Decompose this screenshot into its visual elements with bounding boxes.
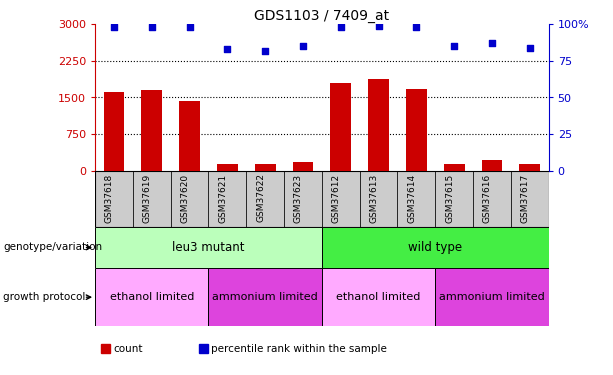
Bar <box>104 92 124 171</box>
Text: ammonium limited: ammonium limited <box>439 292 545 302</box>
Text: ethanol limited: ethanol limited <box>337 292 421 302</box>
Bar <box>284 171 322 227</box>
Text: ethanol limited: ethanol limited <box>110 292 194 302</box>
Bar <box>208 171 246 227</box>
Text: GSM37620: GSM37620 <box>180 173 189 222</box>
Bar <box>133 171 170 227</box>
Point <box>525 45 535 51</box>
Text: GSM37615: GSM37615 <box>445 173 454 223</box>
Text: leu3 mutant: leu3 mutant <box>172 241 245 254</box>
Bar <box>179 101 200 171</box>
Text: growth protocol: growth protocol <box>3 292 85 302</box>
Point <box>147 24 156 30</box>
Bar <box>397 171 435 227</box>
Bar <box>444 164 465 171</box>
Bar <box>360 171 397 227</box>
Bar <box>435 268 549 326</box>
Bar <box>482 160 502 171</box>
Bar <box>292 162 313 171</box>
Text: GSM37612: GSM37612 <box>332 173 341 222</box>
Point <box>260 48 270 54</box>
Bar <box>473 171 511 227</box>
Point <box>185 24 194 30</box>
Bar <box>208 268 322 326</box>
Text: GSM37619: GSM37619 <box>143 173 151 223</box>
Bar <box>511 171 549 227</box>
Point <box>373 23 384 29</box>
Title: GDS1103 / 7409_at: GDS1103 / 7409_at <box>254 9 389 23</box>
Bar <box>255 164 275 171</box>
Bar <box>330 83 351 171</box>
Text: GSM37617: GSM37617 <box>520 173 530 223</box>
Point <box>223 46 232 52</box>
Bar <box>142 90 162 171</box>
Text: ammonium limited: ammonium limited <box>212 292 318 302</box>
Text: GSM37623: GSM37623 <box>294 173 303 222</box>
Text: GSM37618: GSM37618 <box>105 173 114 223</box>
Text: GSM37622: GSM37622 <box>256 173 265 222</box>
Point <box>487 40 497 46</box>
Text: count: count <box>113 344 143 354</box>
Bar <box>368 79 389 171</box>
Point <box>336 24 346 30</box>
Text: GSM37614: GSM37614 <box>407 173 416 222</box>
Bar <box>435 171 473 227</box>
Text: wild type: wild type <box>408 241 462 254</box>
Bar <box>95 227 322 268</box>
Bar <box>95 171 133 227</box>
Point <box>411 24 421 30</box>
Bar <box>246 171 284 227</box>
Bar <box>406 89 427 171</box>
Point <box>298 44 308 50</box>
Text: GSM37616: GSM37616 <box>483 173 492 223</box>
Text: percentile rank within the sample: percentile rank within the sample <box>211 344 387 354</box>
Point <box>109 24 119 30</box>
Bar <box>519 164 540 171</box>
Text: GSM37613: GSM37613 <box>370 173 378 223</box>
Text: genotype/variation: genotype/variation <box>3 243 102 252</box>
Bar <box>322 227 549 268</box>
Text: GSM37621: GSM37621 <box>218 173 227 222</box>
Bar <box>322 171 360 227</box>
Bar <box>322 268 435 326</box>
Point <box>449 44 459 50</box>
Bar <box>217 164 238 171</box>
Bar <box>170 171 208 227</box>
Bar <box>95 268 208 326</box>
